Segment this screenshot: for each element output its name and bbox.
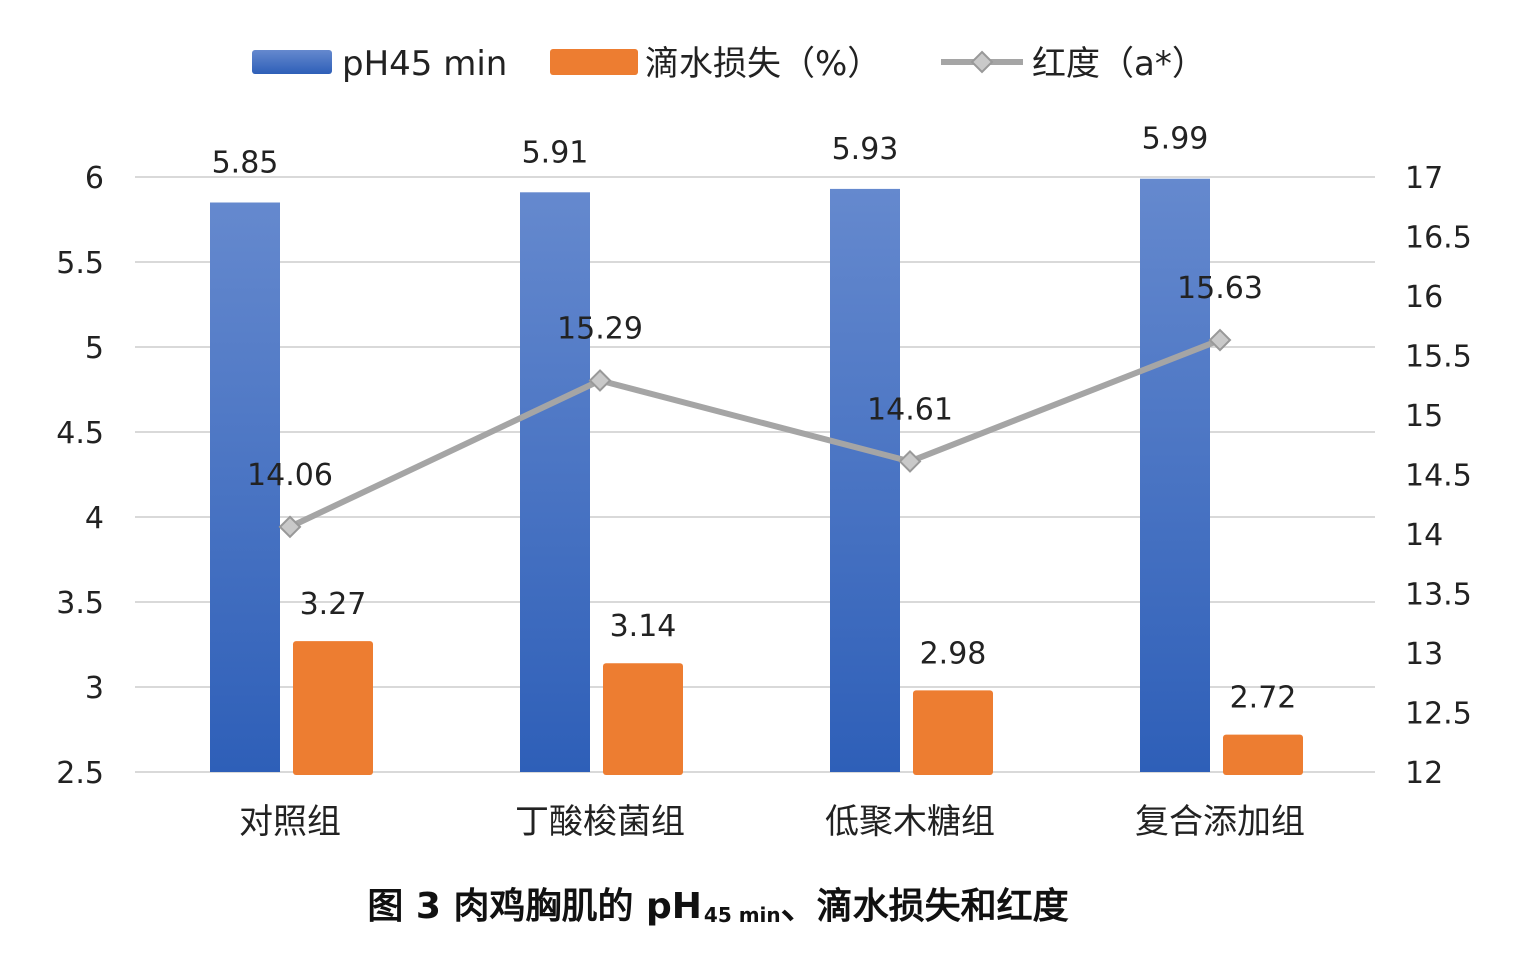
- marker-redness: [1208, 328, 1232, 352]
- category-label: 对照组: [239, 802, 341, 842]
- left-tick-label: 5.5: [56, 246, 104, 281]
- right-tick-label: 14: [1405, 518, 1443, 553]
- category-label: 低聚木糖组: [825, 802, 995, 842]
- right-tick-label: 13: [1405, 637, 1443, 672]
- left-tick-label: 4.5: [56, 416, 104, 451]
- bars: [210, 178, 1303, 775]
- caption-prefix: 图 3 肉鸡胸肌的 pH: [367, 886, 702, 927]
- legend-label-redness: 红度（a*）: [1032, 44, 1206, 84]
- legend: pH45 min 滴水损失（%） 红度（a*）: [252, 44, 1206, 84]
- data-label-drip-loss: 3.27: [300, 587, 367, 622]
- data-label-ph: 5.99: [1142, 122, 1209, 157]
- right-tick-label: 13.5: [1405, 578, 1472, 613]
- bar-drip-loss: [913, 690, 993, 775]
- data-label-drip-loss: 3.14: [610, 609, 677, 644]
- figure-caption: 图 3 肉鸡胸肌的 pH 45 min、滴水损失和红度: [367, 886, 1068, 927]
- legend-label-ph: pH45 min: [342, 44, 507, 84]
- right-tick-label: 15: [1405, 399, 1443, 434]
- data-label-ph: 5.93: [832, 132, 899, 167]
- data-label-redness: 14.06: [247, 458, 333, 493]
- data-labels: 5.85 3.27 5.91 3.14 5.93 2.98 5.99 2.72 14.06 15.…: [212, 122, 1297, 716]
- bar-ph: [1140, 178, 1210, 772]
- left-tick-label: 3: [85, 671, 104, 706]
- right-tick-label: 17: [1405, 161, 1443, 196]
- left-tick-label: 3.5: [56, 586, 104, 621]
- data-label-ph: 5.85: [212, 146, 279, 181]
- right-tick-label: 12.5: [1405, 697, 1472, 732]
- right-tick-label: 16.5: [1405, 221, 1472, 256]
- legend-swatch-ph: [252, 50, 332, 74]
- right-tick-label: 15.5: [1405, 340, 1472, 375]
- legend-swatch-drip-loss: [550, 49, 638, 75]
- bar-drip-loss: [1223, 734, 1303, 775]
- left-tick-label: 4: [85, 501, 104, 536]
- right-tick-label: 14.5: [1405, 459, 1472, 494]
- category-axis: 对照组 丁酸梭菌组 低聚木糖组 复合添加组: [239, 802, 1305, 842]
- bar-drip-loss: [603, 663, 683, 775]
- left-tick-label: 6: [85, 161, 104, 196]
- right-axis: 12 12.5 13 13.5 14 14.5 15 15.5 16 16.5 17: [1405, 161, 1472, 791]
- right-tick-label: 16: [1405, 280, 1443, 315]
- line-redness: [288, 337, 1222, 530]
- legend-label-drip-loss: 滴水损失（%）: [645, 44, 881, 84]
- caption-suffix: 、滴水损失和红度: [781, 886, 1069, 927]
- data-label-ph: 5.91: [522, 135, 589, 170]
- bar-ph: [830, 188, 900, 772]
- bar-ph: [520, 192, 590, 773]
- data-label-redness: 15.29: [557, 311, 643, 346]
- marker-redness: [898, 449, 922, 473]
- caption-subscript: 45 min: [704, 903, 781, 927]
- data-label-redness: 14.61: [867, 392, 953, 427]
- category-label: 丁酸梭菌组: [515, 802, 685, 842]
- category-label: 复合添加组: [1135, 802, 1305, 842]
- data-label-drip-loss: 2.72: [1230, 681, 1297, 716]
- left-tick-label: 2.5: [56, 756, 104, 791]
- left-tick-label: 5: [85, 331, 104, 366]
- data-label-drip-loss: 2.98: [920, 636, 987, 671]
- line-series: [278, 328, 1232, 539]
- legend-marker-redness: [970, 50, 994, 74]
- marker-redness: [588, 369, 612, 392]
- bar-drip-loss: [293, 641, 373, 775]
- bar-ph: [210, 202, 280, 772]
- data-label-redness: 15.63: [1177, 271, 1263, 306]
- right-tick-label: 12: [1405, 756, 1443, 791]
- left-axis: 2.5 3 3.5 4 4.5 5 5.5 6: [56, 161, 104, 791]
- marker-redness: [278, 515, 302, 539]
